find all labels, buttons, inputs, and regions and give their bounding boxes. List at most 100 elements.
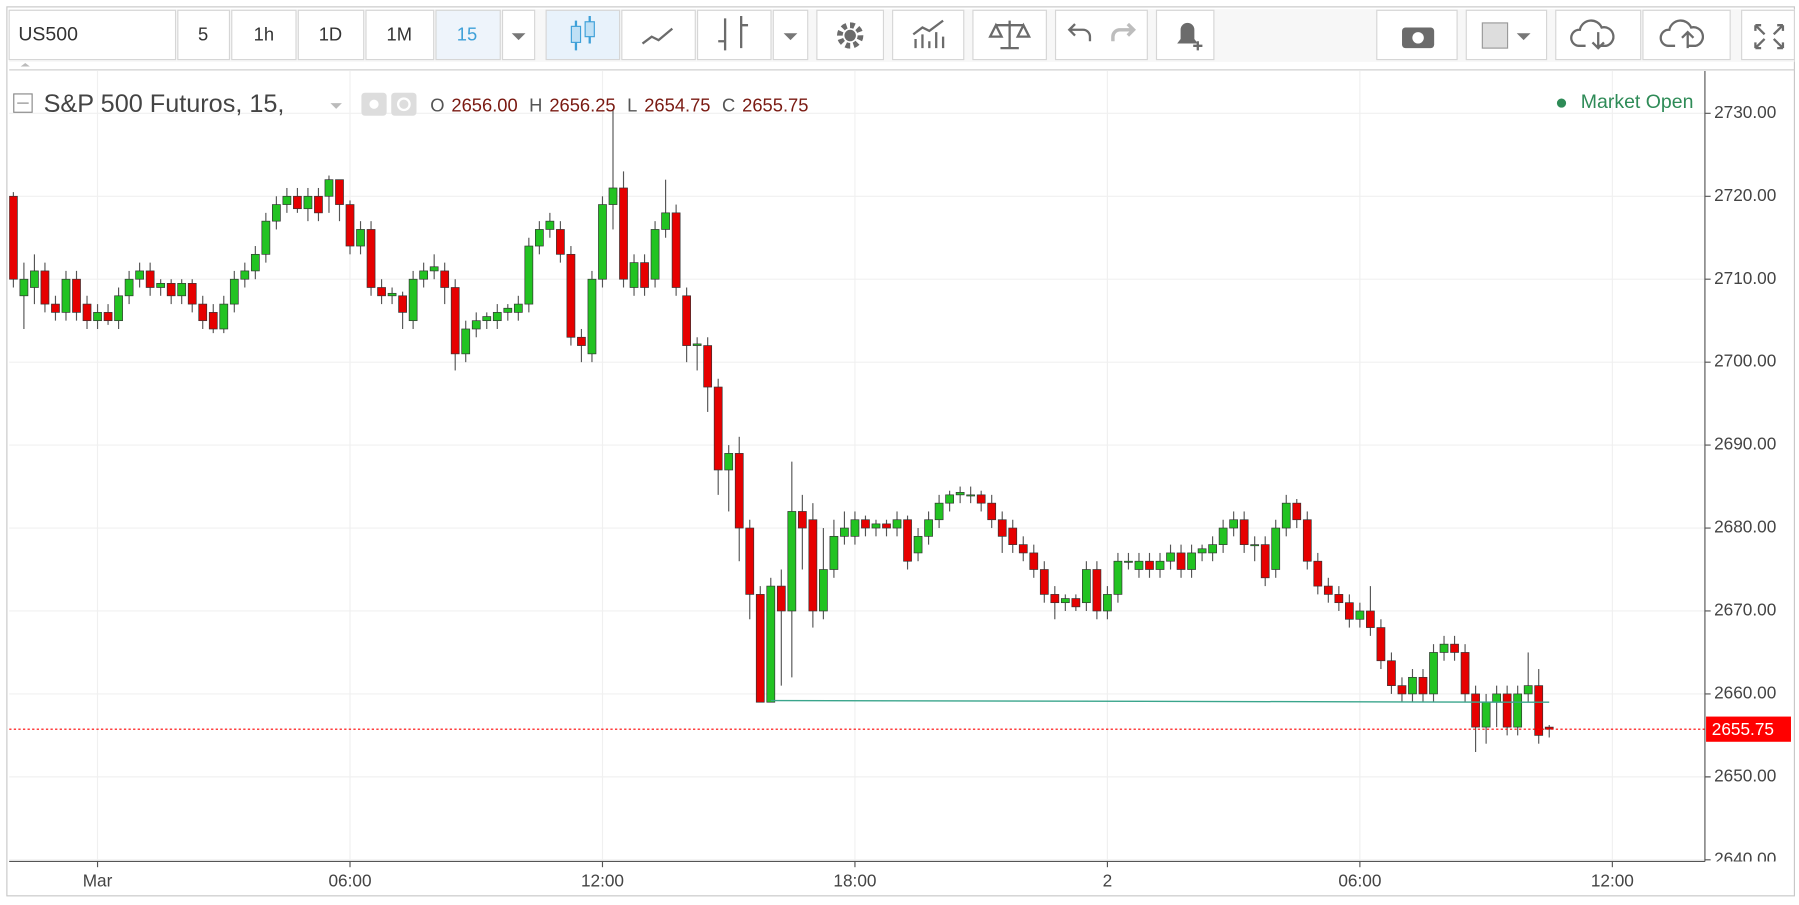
ohlc-value: 2656.25 xyxy=(549,94,615,115)
y-tick-label: 2710.00 xyxy=(1714,268,1776,288)
bar-style-button[interactable] xyxy=(696,9,772,61)
grid xyxy=(9,71,1705,862)
candle-body xyxy=(598,204,607,280)
candle-body xyxy=(219,303,229,330)
ohlc-key: O xyxy=(430,94,444,115)
icon xyxy=(844,29,856,42)
candle-body xyxy=(177,283,187,297)
icon xyxy=(1659,19,1705,49)
candle-body xyxy=(692,343,702,346)
candle-body xyxy=(1103,594,1112,612)
candle-body xyxy=(577,336,586,346)
candle-body xyxy=(1292,502,1302,521)
candle-body xyxy=(229,278,239,305)
candle-body xyxy=(250,253,260,272)
settings-icon[interactable] xyxy=(391,92,417,116)
candle-body xyxy=(945,494,954,504)
candle-body xyxy=(850,519,860,537)
candle-body xyxy=(808,519,818,612)
interval-button-active[interactable] xyxy=(435,9,501,61)
legend: S&P 500 Futuros, 15, O 2656.00 H 2656.25 L 26… xyxy=(13,90,1693,118)
candle-body xyxy=(1008,527,1018,545)
candle-body xyxy=(482,316,492,322)
candle-body xyxy=(114,295,123,322)
icon xyxy=(718,16,749,51)
candle-body xyxy=(1502,693,1512,728)
candle-body xyxy=(450,287,460,355)
candle-body xyxy=(545,220,555,230)
candle-body xyxy=(30,270,39,288)
candle-body xyxy=(1387,660,1396,686)
collapse-arrow xyxy=(20,63,30,67)
candle-body xyxy=(314,195,323,214)
x-tick-label: 2 xyxy=(1103,871,1113,891)
toolbar: US500 5 1h 1D 1M 15 xyxy=(8,9,1795,62)
candle-body xyxy=(1544,726,1554,730)
candle-body xyxy=(166,283,176,297)
y-axis: 2640.00 2650.00 2660.00 2670.00 2680.00 2690.… xyxy=(1704,102,1776,861)
y-tick-label: 2720.00 xyxy=(1714,185,1776,205)
undo-redo[interactable] xyxy=(1054,9,1148,61)
candle-body xyxy=(1481,701,1491,728)
candle-body xyxy=(492,312,502,322)
candle-body xyxy=(272,204,281,222)
ohlc-value: 2655.75 xyxy=(742,94,808,115)
interval-button[interactable] xyxy=(297,9,365,61)
candle-body xyxy=(724,453,734,471)
candle-body xyxy=(1239,519,1249,545)
symbol: US500 xyxy=(18,24,78,46)
candle-body xyxy=(924,519,933,537)
candle-body xyxy=(787,511,797,612)
candle-body xyxy=(1071,598,1081,608)
candle-body xyxy=(1018,544,1028,554)
candle-body xyxy=(556,229,565,255)
candle-body xyxy=(1050,594,1060,604)
candle-body xyxy=(187,283,197,305)
candle-body xyxy=(871,523,881,529)
candle-body xyxy=(335,179,344,205)
ohlc-value: 2654.75 xyxy=(644,94,710,115)
icon xyxy=(1481,22,1509,49)
candle-body xyxy=(293,195,302,210)
dropdown-arrow xyxy=(1516,33,1531,41)
candle-body xyxy=(987,502,997,521)
candle-style-button[interactable] xyxy=(545,9,621,61)
icon xyxy=(1193,41,1203,51)
candle-body xyxy=(429,266,439,272)
dropdown-arrow xyxy=(511,33,526,41)
indicators-button[interactable] xyxy=(892,9,965,61)
dropdown-arrow xyxy=(783,33,798,41)
icon xyxy=(836,22,864,49)
x-tick-label: Mar xyxy=(83,871,113,891)
candle-body xyxy=(261,220,271,255)
icon xyxy=(1177,22,1198,44)
interval-label: 5 xyxy=(198,23,208,44)
candle-body xyxy=(997,519,1007,537)
candle-body xyxy=(198,303,208,322)
icon xyxy=(1067,23,1092,42)
y-tick-label: 2660.00 xyxy=(1714,682,1776,702)
candle-body xyxy=(1429,652,1438,695)
candle-body xyxy=(366,229,376,288)
candle-body xyxy=(566,253,576,338)
candle-body xyxy=(587,278,597,355)
candle-body xyxy=(1460,652,1470,695)
candle-body xyxy=(1397,685,1407,695)
interval-button[interactable] xyxy=(177,9,231,61)
last-price-label: 2655.75 xyxy=(1712,719,1774,739)
candle-body xyxy=(1229,519,1239,529)
dropdown[interactable] xyxy=(501,9,536,61)
candle-body xyxy=(440,270,450,288)
candle-body xyxy=(1355,610,1365,620)
interval-button[interactable] xyxy=(231,9,297,61)
symbol-box[interactable] xyxy=(8,9,177,61)
interval-button[interactable] xyxy=(365,9,435,61)
interval-label: 1D xyxy=(319,23,342,44)
candle-body xyxy=(734,453,744,529)
line-style-button[interactable] xyxy=(621,9,696,61)
candle-body xyxy=(471,320,481,330)
fullscreen-button[interactable] xyxy=(1741,9,1795,61)
candle-body xyxy=(72,278,81,313)
